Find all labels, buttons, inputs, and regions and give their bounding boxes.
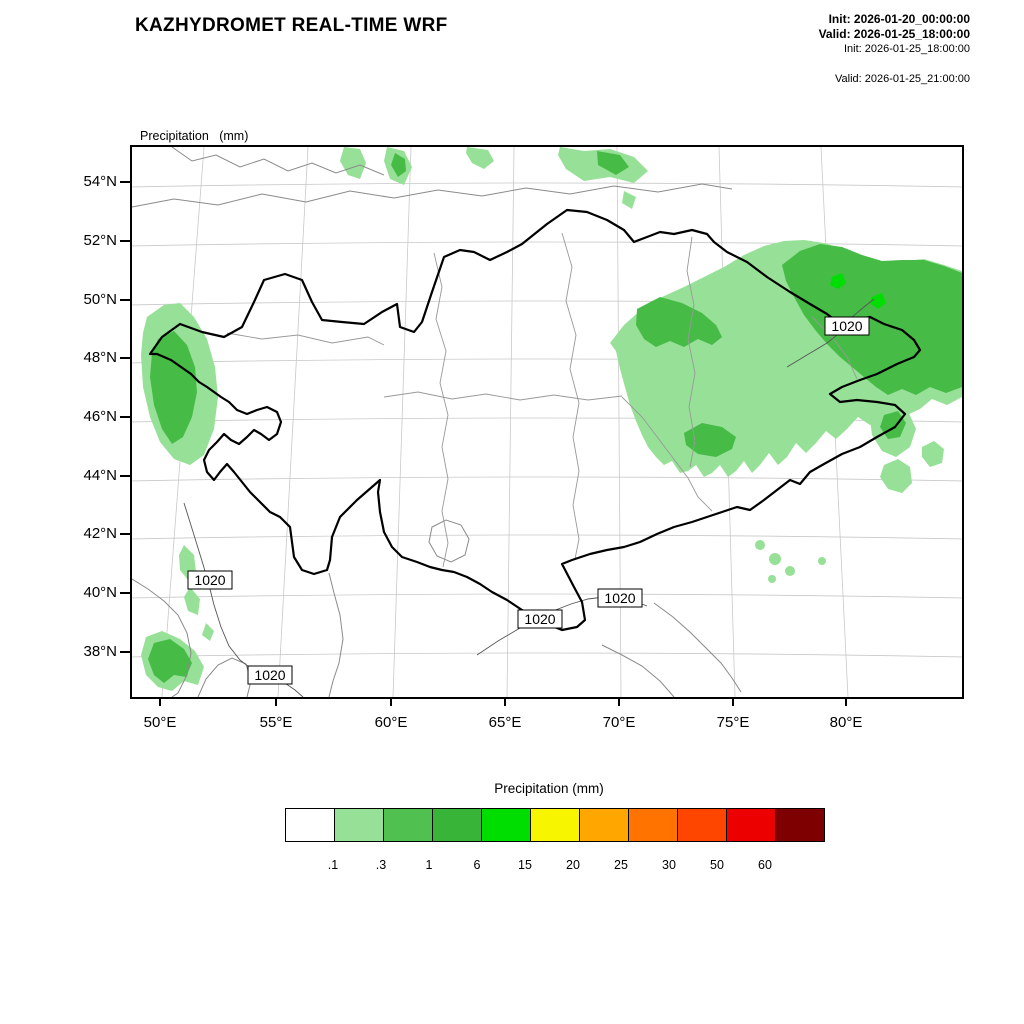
lon-tick-mark: [390, 697, 392, 706]
lat-tick-mark: [120, 592, 130, 594]
caspian-coastline: [132, 578, 192, 697]
lon-tick-label: 70°E: [602, 714, 636, 731]
legend-tick-label: 60: [758, 858, 772, 872]
valid-line-2: Valid: 2026-01-25_21:00:00: [835, 73, 970, 85]
pressure-label: 1020: [824, 316, 870, 336]
pressure-label: 1020: [597, 588, 643, 608]
lat-tick-label: 46°N: [83, 408, 117, 425]
map-plot-area: 1020 1020 1020 1020 1020: [130, 145, 964, 699]
legend-tick-label: 30: [662, 858, 676, 872]
legend-tick-label: .1: [327, 858, 339, 872]
lat-tick-mark: [120, 299, 130, 301]
country-border: [328, 572, 344, 697]
legend-tick-label: 50: [710, 858, 724, 872]
legend-swatch: [776, 809, 824, 841]
oblast-borders-layer: [226, 232, 858, 568]
lon-tick-mark: [275, 697, 277, 706]
legend-tick-label: 1: [425, 858, 433, 872]
lon-tick-mark: [159, 697, 161, 706]
valid-line-1: Valid: 2026-01-25_18:00:00: [818, 27, 970, 41]
legend-swatch: [335, 809, 384, 841]
legend-swatch: [531, 809, 580, 841]
svg-text:1020: 1020: [254, 667, 285, 683]
lat-tick-mark: [120, 357, 130, 359]
precipitation-field-label: Precipitation (mm): [140, 129, 249, 143]
lat-tick-mark: [120, 416, 130, 418]
lat-tick-mark: [120, 651, 130, 653]
run-info: Init: 2026-01-20_00:00:00 Valid: 2026-01…: [819, 12, 970, 86]
legend-tick-label: .3: [375, 858, 387, 872]
init-line-1: Init: 2026-01-20_00:00:00: [828, 12, 970, 26]
lat-tick-mark: [120, 533, 130, 535]
kazakhstan-border: [148, 208, 922, 632]
lon-tick-mark: [732, 697, 734, 706]
legend-swatch: [678, 809, 727, 841]
lat-tick-label: 38°N: [83, 643, 117, 660]
svg-text:1020: 1020: [524, 611, 555, 627]
lat-tick-label: 42°N: [83, 525, 117, 542]
init-line-2: Init: 2026-01-25_18:00:00: [844, 43, 970, 55]
legend-swatch: [433, 809, 482, 841]
legend-tick-label: 15: [518, 858, 532, 872]
lat-tick-mark: [120, 475, 130, 477]
page-title: KAZHYDROMET REAL-TIME WRF: [135, 15, 448, 36]
legend-tick-label: 20: [566, 858, 580, 872]
svg-text:1020: 1020: [604, 590, 635, 606]
lat-tick-mark: [120, 240, 130, 242]
legend-swatch: [727, 809, 776, 841]
legend-swatch: [580, 809, 629, 841]
lon-tick-label: 75°E: [716, 714, 750, 731]
country-border: [653, 602, 742, 693]
lat-tick-label: 44°N: [83, 467, 117, 484]
lon-tick-mark: [618, 697, 620, 706]
lat-tick-label: 52°N: [83, 232, 117, 249]
lon-tick-label: 60°E: [374, 714, 408, 731]
svg-text:1020: 1020: [194, 572, 225, 588]
lat-tick-mark: [120, 181, 130, 183]
legend-swatch: [629, 809, 678, 841]
pressure-label: 1020: [187, 570, 233, 590]
russia-region-border: [132, 183, 733, 208]
legend-swatch: [482, 809, 531, 841]
lat-tick-label: 40°N: [83, 584, 117, 601]
country-border: [601, 644, 675, 697]
lat-tick-label: 48°N: [83, 349, 117, 366]
legend-swatch: [384, 809, 433, 841]
pressure-label: 1020: [247, 665, 293, 685]
legend-tick-label: 6: [473, 858, 481, 872]
aral-sea-coastline: [428, 519, 470, 563]
lon-tick-label: 65°E: [488, 714, 522, 731]
caspian-coastline: [197, 657, 252, 697]
legend-colorbar: [285, 808, 825, 842]
legend-tick-label: 25: [614, 858, 628, 872]
precipitation-medium-layer: [148, 151, 962, 683]
lon-tick-label: 50°E: [143, 714, 177, 731]
russia-region-border: [171, 147, 385, 176]
legend-swatch: [286, 809, 335, 841]
lat-tick-label: 54°N: [83, 173, 117, 190]
lon-tick-label: 80°E: [829, 714, 863, 731]
map-canvas: 1020 1020 1020 1020 1020: [132, 147, 962, 697]
precipitation-light-layer: [141, 147, 962, 691]
lon-tick-mark: [845, 697, 847, 706]
precipitation-bright-layer: [830, 273, 886, 309]
lat-tick-label: 50°N: [83, 291, 117, 308]
svg-text:1020: 1020: [831, 318, 862, 334]
lon-tick-label: 55°E: [259, 714, 293, 731]
lon-tick-mark: [504, 697, 506, 706]
legend-title: Precipitation (mm): [494, 781, 604, 796]
thin-borders-layer: [132, 147, 742, 697]
pressure-label: 1020: [517, 609, 563, 629]
